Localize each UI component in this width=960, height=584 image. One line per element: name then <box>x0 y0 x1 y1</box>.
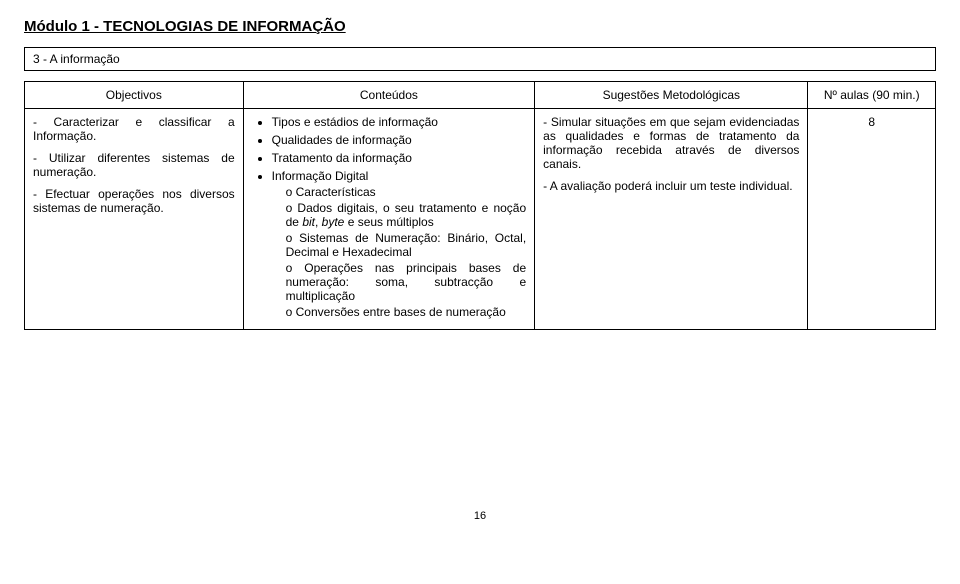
suggestion-item: - Simular situações em que sejam evidenc… <box>543 115 799 171</box>
table-row: - Caracterizar e classificar a Informaçã… <box>25 109 936 330</box>
objective-item: - Utilizar diferentes sistemas de numera… <box>33 151 235 179</box>
content-sub: Operações nas principais bases de numera… <box>286 261 527 303</box>
content-bullet: Informação Digital Características Dados… <box>272 169 527 319</box>
content-bullet: Tipos e estádios de informação <box>272 115 527 129</box>
cell-conteudos: Tipos e estádios de informação Qualidade… <box>243 109 535 330</box>
content-sub: Sistemas de Numeração: Binário, Octal, D… <box>286 231 527 259</box>
table-header-row: Objectivos Conteúdos Sugestões Metodológ… <box>25 82 936 109</box>
cell-objectivos: - Caracterizar e classificar a Informaçã… <box>25 109 244 330</box>
sub-italic: bit <box>302 215 315 229</box>
content-bullet: Tratamento da informação <box>272 151 527 165</box>
content-sub: Características <box>286 185 527 199</box>
header-conteudos: Conteúdos <box>243 82 535 109</box>
module-title: Módulo 1 - TECNOLOGIAS DE INFORMAÇÃO <box>24 18 936 35</box>
content-table: Objectivos Conteúdos Sugestões Metodológ… <box>24 81 936 330</box>
section-box: 3 - A informação <box>24 47 936 71</box>
header-sugestoes: Sugestões Metodológicas <box>535 82 808 109</box>
page-number: 16 <box>24 510 936 532</box>
sub-text: e seus múltiplos <box>344 215 433 229</box>
header-objectivos: Objectivos <box>25 82 244 109</box>
cell-aulas: 8 <box>808 109 936 330</box>
header-aulas: Nº aulas (90 min.) <box>808 82 936 109</box>
sub-text: , <box>315 215 322 229</box>
sub-italic: byte <box>322 215 345 229</box>
content-sub: Conversões entre bases de numeração <box>286 305 527 319</box>
suggestion-item: - A avaliação poderá incluir um teste in… <box>543 179 799 193</box>
objective-item: - Caracterizar e classificar a Informaçã… <box>33 115 235 143</box>
cell-sugestoes: - Simular situações em que sejam evidenc… <box>535 109 808 330</box>
objective-item: - Efectuar operações nos diversos sistem… <box>33 187 235 215</box>
content-sub: Dados digitais, o seu tratamento e noção… <box>286 201 527 229</box>
content-bullet: Qualidades de informação <box>272 133 527 147</box>
content-bullet-label: Informação Digital <box>272 169 369 183</box>
section-label: 3 - A informação <box>33 52 120 66</box>
